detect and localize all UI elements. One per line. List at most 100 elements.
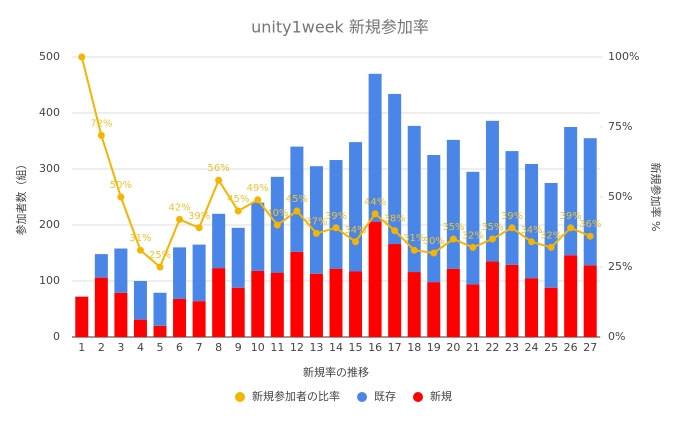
line-point: [195, 224, 203, 232]
y2-tick-label: 25%: [608, 260, 632, 273]
bar: [544, 287, 558, 337]
x-tick-label: 6: [176, 341, 183, 354]
bar: [466, 284, 480, 337]
line-point: [97, 131, 105, 139]
bar: [309, 166, 323, 274]
y2-tick-label: 0%: [608, 330, 625, 343]
bar: [173, 298, 187, 337]
line-point: [352, 238, 360, 246]
bar: [505, 151, 519, 265]
bar: [505, 264, 519, 337]
data-label: 44%: [364, 197, 386, 208]
bar: [75, 296, 89, 337]
x-tick-label: 23: [505, 341, 519, 354]
data-label: 30%: [423, 236, 445, 247]
line-point: [117, 193, 125, 201]
data-label: 49%: [247, 183, 269, 194]
data-label: 39%: [501, 211, 523, 222]
y2-axis-title: 新規参加率 %: [649, 163, 663, 232]
data-label: 32%: [540, 230, 562, 241]
bar: [525, 163, 539, 279]
bar: [544, 183, 558, 288]
bar: [94, 277, 108, 337]
bar: [94, 254, 108, 278]
y-tick-label: 0: [53, 330, 60, 343]
x-tick-label: 1: [78, 341, 85, 354]
data-label: 31%: [129, 233, 151, 244]
data-label: 32%: [462, 230, 484, 241]
bar: [114, 248, 128, 293]
line-point: [547, 243, 555, 251]
bar: [388, 244, 402, 337]
x-tick-label: 24: [525, 341, 539, 354]
bar: [212, 268, 226, 337]
legend-label: 既存: [374, 389, 396, 403]
data-label: 34%: [520, 225, 542, 236]
y2-tick-label: 50%: [608, 190, 632, 203]
bar: [192, 301, 206, 337]
x-tick-label: 10: [251, 341, 265, 354]
data-label: 39%: [325, 211, 347, 222]
line-point: [215, 176, 223, 184]
x-tick-label: 18: [407, 341, 421, 354]
line-point: [312, 229, 320, 237]
line-point: [136, 246, 144, 254]
legend-marker: [235, 392, 245, 402]
x-tick-label: 4: [137, 341, 144, 354]
bar: [251, 270, 265, 337]
bar: [564, 255, 578, 337]
data-label: 35%: [442, 222, 464, 233]
x-tick-label: 11: [270, 341, 284, 354]
bar: [368, 73, 382, 222]
line-point: [273, 221, 281, 229]
line-point: [78, 53, 86, 61]
data-label: 35%: [481, 222, 503, 233]
bar: [525, 278, 539, 337]
line-point: [528, 238, 536, 246]
bar: [485, 261, 499, 337]
line-point: [567, 224, 575, 232]
bar: [427, 282, 441, 337]
line-point: [391, 227, 399, 235]
x-tick-label: 12: [290, 341, 304, 354]
x-tick-label: 20: [446, 341, 460, 354]
legend-label: 新規参加者の比率: [252, 389, 340, 403]
legend-label: 新規: [430, 389, 452, 403]
y-tick-label: 400: [39, 106, 60, 119]
x-tick-label: 5: [157, 341, 164, 354]
bar: [466, 171, 480, 285]
line-point: [508, 224, 516, 232]
line-point: [156, 263, 164, 271]
bar: [407, 125, 421, 273]
bar: [564, 127, 578, 256]
x-tick-label: 26: [564, 341, 578, 354]
bar: [407, 272, 421, 337]
bar: [583, 138, 597, 266]
bar: [290, 251, 304, 337]
y-tick-label: 300: [39, 162, 60, 175]
data-label: 56%: [208, 163, 230, 174]
legend-marker: [357, 392, 367, 402]
x-tick-label: 13: [309, 341, 323, 354]
data-label: 38%: [384, 214, 406, 225]
data-label: 31%: [403, 233, 425, 244]
chart-title: unity1week 新規参加率: [251, 18, 429, 37]
line-point: [586, 232, 594, 240]
data-label: 72%: [90, 118, 112, 129]
data-label: 45%: [227, 194, 249, 205]
bar: [329, 268, 343, 337]
legend-marker: [413, 392, 423, 402]
x-axis-title: 新規率の推移: [303, 365, 369, 379]
y-tick-label: 500: [39, 50, 60, 63]
bar: [231, 287, 245, 337]
y2-tick-label: 75%: [608, 120, 632, 133]
x-tick-label: 9: [235, 341, 242, 354]
line-point: [234, 207, 242, 215]
x-tick-label: 17: [388, 341, 402, 354]
bar: [251, 202, 265, 271]
x-tick-label: 7: [196, 341, 203, 354]
x-tick-label: 8: [215, 341, 222, 354]
bar: [192, 244, 206, 302]
line-point: [469, 243, 477, 251]
